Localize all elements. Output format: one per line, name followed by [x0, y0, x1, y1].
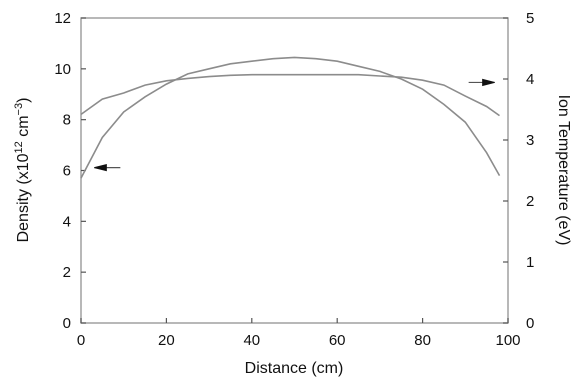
left-y-tick-label: 8 — [63, 112, 71, 129]
right-y-tick-label: 5 — [526, 10, 534, 27]
left-y-tick-label: 0 — [63, 315, 71, 332]
right-axis-arrow-head — [482, 78, 495, 87]
x-tick-label: 20 — [158, 332, 175, 349]
data-curves — [80, 56, 501, 179]
x-tick-label: 0 — [77, 332, 85, 349]
right-axis-series-line — [80, 73, 500, 117]
left-y-tick-label: 10 — [54, 61, 71, 78]
series-axis-arrows — [94, 78, 495, 172]
x-tick-label: 60 — [329, 332, 346, 349]
left-y-tick-label: 12 — [54, 10, 71, 27]
left-axis-arrow-head — [94, 164, 107, 172]
right-y-tick-label: 4 — [526, 71, 534, 88]
x-tick-label: 80 — [414, 332, 431, 349]
right-y-tick-label: 1 — [526, 254, 534, 271]
left-y-tick-label: 4 — [63, 213, 71, 230]
left-axis-title: Density (x1012 cm−3) — [13, 98, 32, 243]
right-y-tick-label: 2 — [526, 193, 534, 210]
right-y-tick-label: 0 — [526, 315, 534, 332]
right-y-tick-label: 3 — [526, 132, 534, 149]
left-y-tick-label: 6 — [63, 163, 71, 180]
x-tick-label: 100 — [495, 332, 520, 349]
tick-marks — [80, 17, 509, 324]
x-axis-title: Distance (cm) — [245, 360, 344, 377]
right-axis-title: Ion Temperature (eV) — [555, 95, 572, 246]
plot-frame — [80, 17, 509, 324]
left-y-tick-label: 2 — [63, 264, 71, 281]
left-axis-series-line — [80, 56, 501, 179]
x-tick-label: 40 — [243, 332, 260, 349]
